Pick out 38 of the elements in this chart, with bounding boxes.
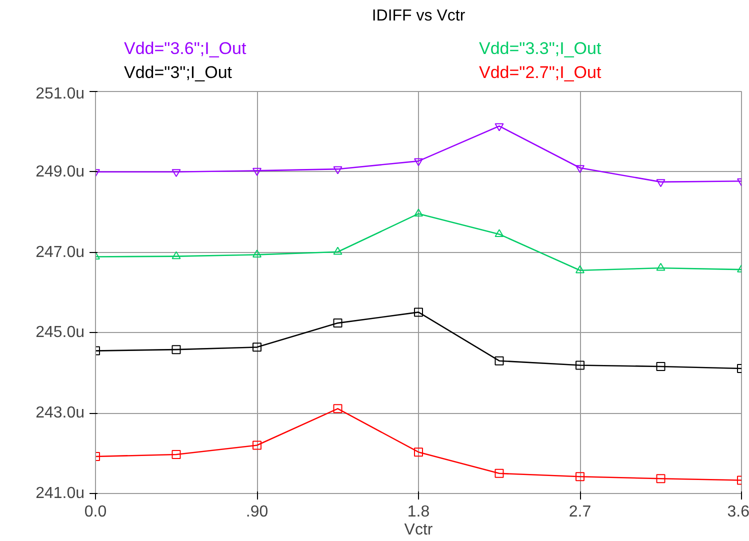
point bbox=[494, 123, 504, 132]
text: Vdd="3";I_Out bbox=[124, 63, 232, 83]
point bbox=[172, 450, 181, 460]
point bbox=[333, 318, 342, 328]
x-tick-label: .90 bbox=[246, 504, 268, 520]
point bbox=[576, 360, 584, 370]
y-tick-label: 245.0u bbox=[36, 324, 84, 342]
point bbox=[333, 404, 342, 414]
point bbox=[414, 158, 423, 166]
y-tick-label: 247.0u bbox=[36, 244, 84, 261]
point bbox=[414, 448, 423, 457]
x-tick-label: 2.7 bbox=[568, 504, 592, 520]
y-tick-label: 243.0u bbox=[36, 404, 84, 422]
point bbox=[172, 345, 181, 354]
x-tick-label: 1.8 bbox=[407, 504, 430, 520]
text: Vdd="2.7";I_Out bbox=[479, 63, 602, 83]
text: Vdd="3.6";I_Out bbox=[124, 39, 246, 59]
point bbox=[494, 468, 504, 478]
point bbox=[252, 342, 262, 352]
point bbox=[576, 165, 584, 173]
point bbox=[333, 166, 342, 174]
point bbox=[656, 179, 666, 188]
point bbox=[494, 356, 504, 366]
text: Vdd="3.3";I_Out bbox=[479, 39, 602, 59]
point bbox=[414, 308, 423, 317]
y-tick-label: 249.0u bbox=[36, 163, 84, 180]
x-axis-title: Vctr bbox=[404, 522, 434, 538]
point bbox=[656, 474, 666, 484]
chart-title: IDIFF vs Vctr bbox=[372, 8, 466, 24]
x-tick-label: 0.0 bbox=[84, 504, 107, 520]
point bbox=[576, 472, 584, 482]
point bbox=[252, 440, 262, 450]
point bbox=[656, 362, 666, 371]
y-tick-label: 251.0u bbox=[36, 86, 84, 102]
point bbox=[252, 168, 262, 176]
x-tick-label: 3.6 bbox=[727, 504, 749, 520]
y-tick-label: 241.0u bbox=[36, 485, 84, 502]
point bbox=[172, 169, 181, 178]
